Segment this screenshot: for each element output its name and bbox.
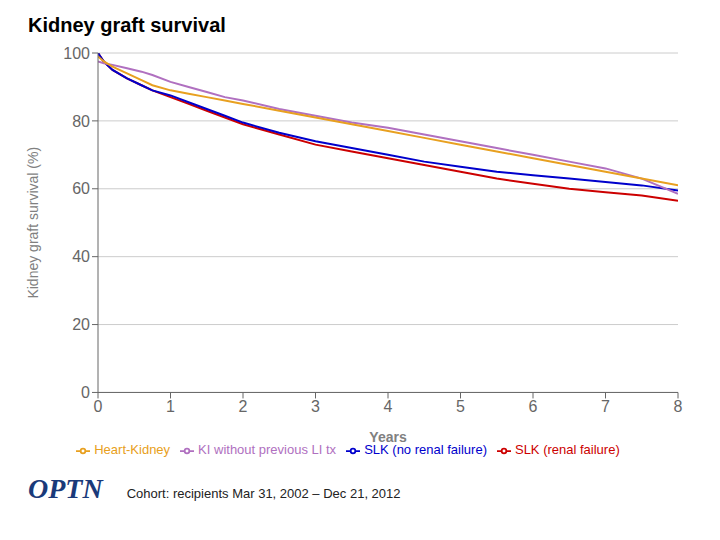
svg-text:4: 4: [384, 398, 393, 415]
svg-text:5: 5: [456, 398, 465, 415]
svg-text:0: 0: [81, 384, 90, 401]
svg-text:40: 40: [72, 248, 90, 265]
svg-text:20: 20: [72, 316, 90, 333]
svg-text:80: 80: [72, 113, 90, 130]
svg-text:2: 2: [239, 398, 248, 415]
svg-text:6: 6: [529, 398, 538, 415]
html-text:OPTN: OPTN: [28, 473, 103, 504]
html-text:SLK (no renal failure): SLK (no renal failure): [364, 442, 487, 458]
svg-text:Kidney graft survival (%): Kidney graft survival (%): [25, 147, 41, 299]
svg-text:7: 7: [601, 398, 610, 415]
svg-text:100: 100: [63, 45, 90, 62]
svg-text:0: 0: [94, 398, 103, 415]
html-text:Cohort: recipients Mar 31, 200: Cohort: recipients Mar 31, 2002 – Dec 21…: [126, 486, 401, 501]
svg-text:1: 1: [166, 398, 175, 415]
svg-text:Years: Years: [369, 429, 407, 445]
html-text:Heart-Kidney: Heart-Kidney: [94, 442, 171, 458]
html-text:KI without previous LI tx: KI without previous LI tx: [198, 442, 337, 458]
svg-text:3: 3: [311, 398, 320, 415]
svg-text:60: 60: [72, 180, 90, 197]
html-text:Kidney graft survival: Kidney graft survival: [28, 14, 226, 36]
html-text:SLK (renal failure): SLK (renal failure): [515, 442, 620, 458]
svg-text:8: 8: [674, 398, 683, 415]
